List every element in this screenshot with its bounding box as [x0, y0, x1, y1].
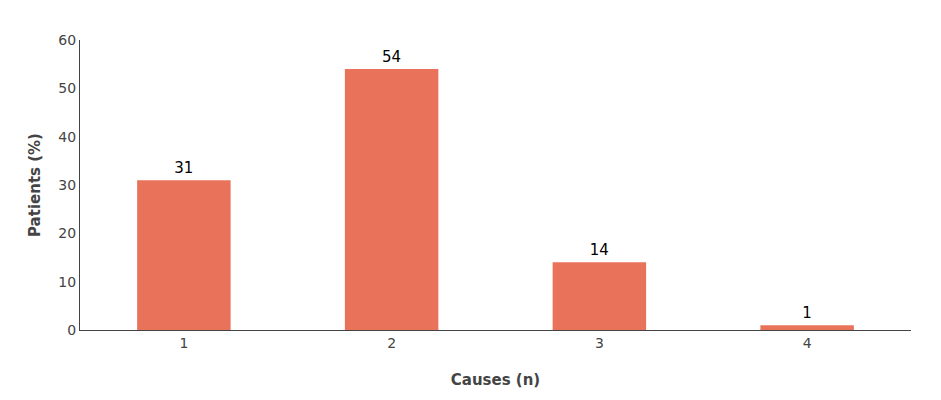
svg-text:30: 30 [58, 177, 76, 193]
svg-text:60: 60 [58, 32, 76, 48]
svg-text:50: 50 [58, 80, 76, 96]
svg-text:0: 0 [67, 322, 76, 338]
svg-text:4: 4 [803, 335, 812, 351]
svg-text:1: 1 [802, 304, 812, 322]
svg-text:20: 20 [58, 225, 76, 241]
svg-text:3: 3 [595, 335, 604, 351]
svg-text:2: 2 [387, 335, 396, 351]
svg-text:31: 31 [174, 159, 193, 177]
svg-text:40: 40 [58, 129, 76, 145]
svg-text:14: 14 [590, 241, 609, 259]
svg-text:Patients (%): Patients (%) [26, 133, 44, 237]
svg-text:Causes (n): Causes (n) [451, 371, 540, 389]
svg-text:54: 54 [382, 48, 401, 66]
svg-text:1: 1 [179, 335, 188, 351]
svg-text:10: 10 [58, 274, 76, 290]
